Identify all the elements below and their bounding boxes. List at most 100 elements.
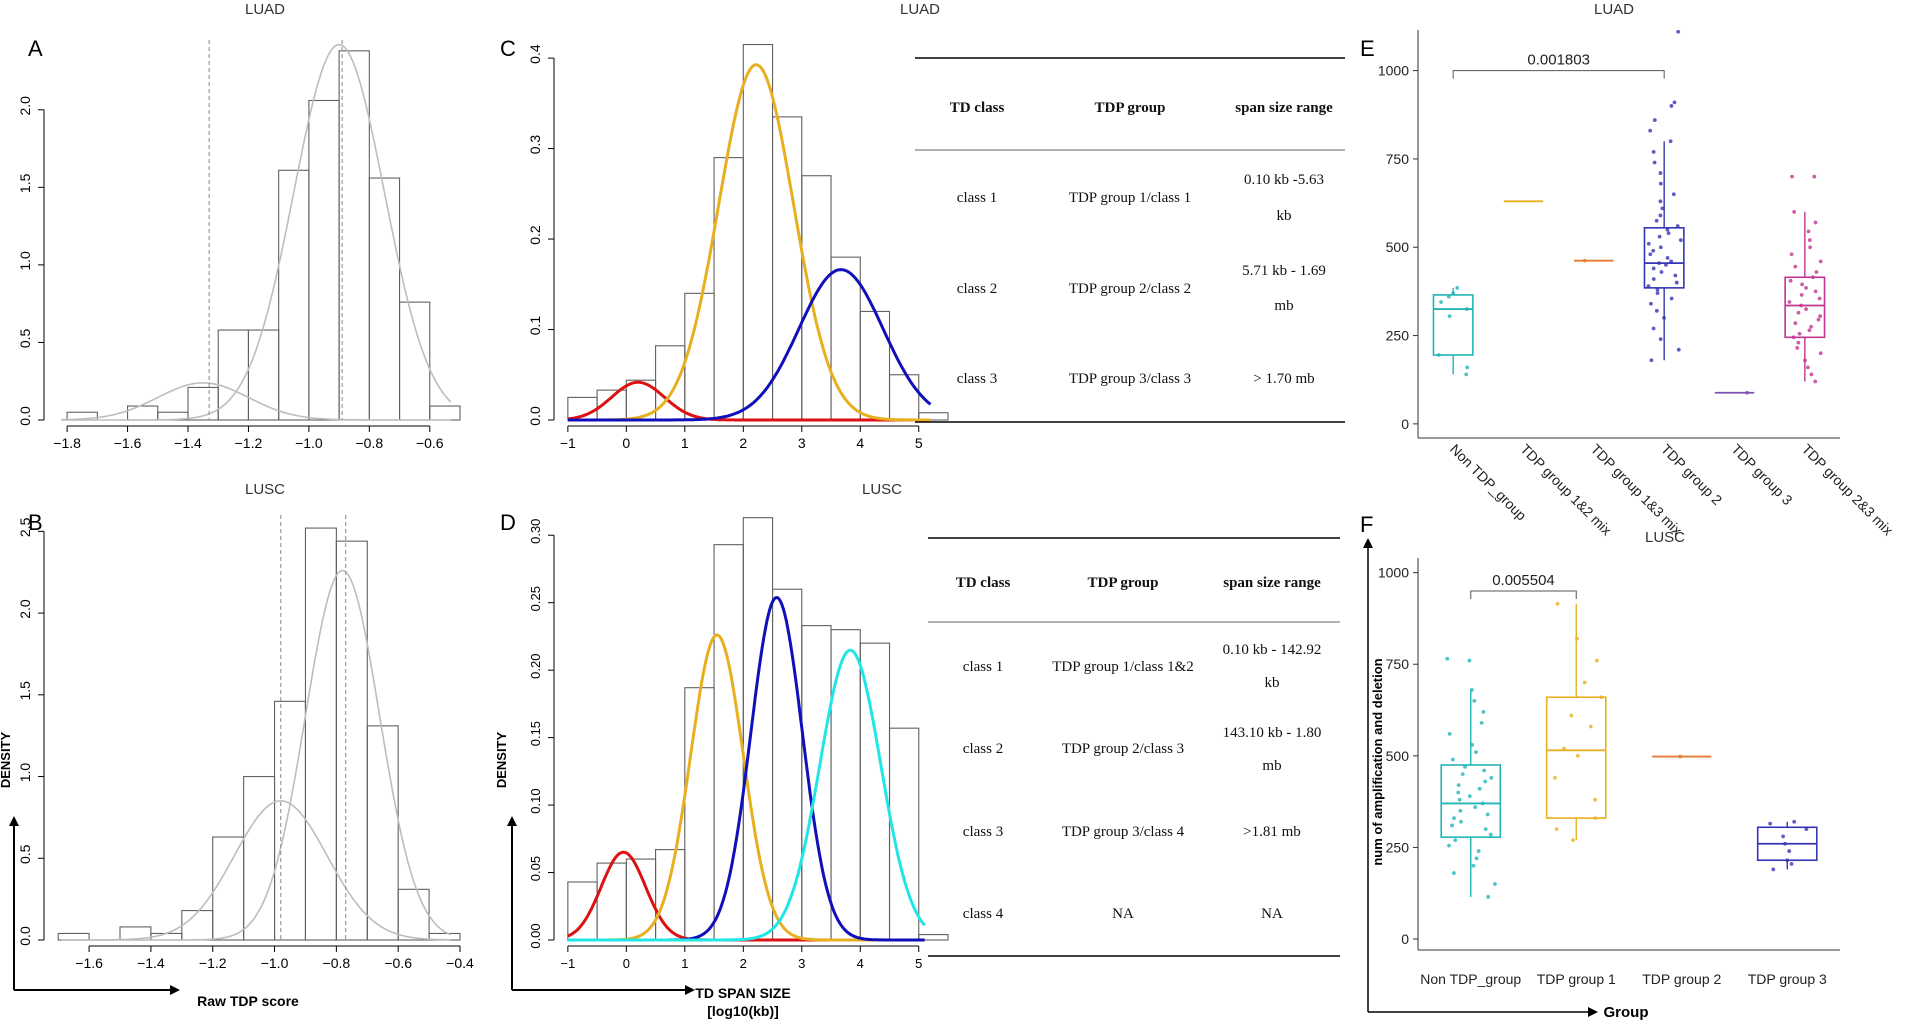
panel-a-y-tick-label-3: 1.5 [17, 173, 33, 193]
panel-f-point-0-0 [1486, 894, 1491, 899]
panel-e-point-3-34 [1658, 181, 1663, 186]
panel-f-point-0-4 [1474, 856, 1479, 861]
panel-e-point-3-11 [1674, 280, 1679, 285]
table-luad-r2-span-b: mb [1274, 298, 1293, 314]
panel-e-point-5-5 [1795, 346, 1800, 350]
panel-f-point-0-33 [1472, 698, 1477, 703]
panel-f-point-3-8 [1792, 819, 1797, 824]
table-lusc: TD class TDP group span size range class… [928, 537, 1340, 957]
panel-e-point-5-1 [1809, 372, 1814, 377]
panel-f-point-0-32 [1481, 709, 1486, 714]
panel-d-bar-3 [655, 849, 686, 941]
panel-d-bar-6 [742, 517, 774, 941]
panel-d-title: LUSC [862, 481, 902, 498]
panel-c-bar-12 [918, 412, 949, 421]
panel-f-point-0-27 [1450, 757, 1455, 762]
panel-e-point-5-31 [1806, 229, 1811, 234]
panel-a-bar-7 [278, 169, 310, 421]
panel-a-curve-1 [61, 43, 452, 421]
table-luad-r3-span-a: > 1.70 mb [1253, 371, 1314, 387]
panel-b-y-tick-label-4: 2.0 [17, 599, 33, 619]
panel-d-x-tick-label-4: 3 [798, 956, 805, 971]
panel-e-y-tick-label-1: 250 [1386, 328, 1410, 344]
panel-c-bar-6 [742, 43, 774, 421]
panel-letter-b: B [28, 510, 43, 535]
panel-f-point-1-7 [1588, 724, 1593, 729]
panel-e-point-3-36 [1652, 160, 1657, 165]
panel-f-point-3-4 [1783, 841, 1787, 846]
panel-a-x-tick-label-3: −1.2 [235, 435, 263, 451]
table-lusc-r2-group: TDP group 2/class 3 [1062, 741, 1184, 757]
panel-e-point-3-41 [1669, 104, 1674, 108]
panel-f-point-0-36 [1445, 656, 1450, 661]
panel-f-point-0-1 [1493, 882, 1497, 886]
table-lusc-header-span: span size range [1223, 575, 1321, 591]
panel-f-point-1-6 [1562, 746, 1566, 751]
panel-e-box-0 [1432, 294, 1474, 356]
panel-e-point-3-35 [1658, 171, 1663, 175]
panel-d-y-tick-label-0: 0.00 [528, 923, 543, 948]
table-luad-r3-class: class 3 [957, 371, 997, 387]
panel-e-y-tick-label-3: 750 [1386, 151, 1410, 167]
panel-a-bar-10 [368, 177, 401, 421]
panel-e-point-3-31 [1660, 206, 1665, 211]
panel-a-x-tick-label-4: −1.0 [295, 435, 323, 451]
panel-e-y-tick-label-2: 500 [1386, 239, 1410, 255]
panel-f-point-3-2 [1785, 858, 1790, 863]
panel-d-x-tick-label-6: 5 [915, 956, 922, 971]
panel-f-point-0-12 [1452, 816, 1456, 821]
panel-e-plot-area [1418, 30, 1840, 438]
panel-e-point-5-23 [1788, 278, 1793, 283]
panel-e-point-5-19 [1799, 293, 1804, 297]
panel-e-point-5-4 [1818, 351, 1823, 356]
panel-f-point-0-35 [1467, 658, 1472, 663]
panel-e-point-3-39 [1648, 128, 1653, 133]
panel-e-point-3-7 [1669, 296, 1674, 301]
panel-b-y-tick-label-2: 1.0 [17, 763, 33, 783]
panel-e-point-0-6 [1446, 294, 1451, 299]
panel-f-point-0-9 [1483, 827, 1488, 832]
panel-e-point-3-18 [1669, 259, 1674, 264]
table-lusc-r2-class: class 2 [963, 741, 1003, 757]
panel-d-y-tick-label-5: 0.25 [528, 586, 543, 611]
panel-letter-e: E [1360, 36, 1375, 61]
panel-e-point-3-22 [1658, 245, 1663, 250]
panel-c-x-tick-label-5: 4 [856, 435, 864, 451]
panel-f-category-label-1: TDP group 1 [1537, 971, 1616, 987]
panel-f-category-label-0: Non TDP_group [1420, 971, 1521, 987]
panel-a-x-tick-label-1: −1.6 [114, 435, 142, 451]
table-lusc-r4-class: class 4 [963, 906, 1004, 922]
panel-b-bar-8 [304, 527, 337, 941]
panel-f-point-2-0 [1678, 754, 1683, 759]
panel-e-point-5-15 [1804, 307, 1808, 311]
panel-f-point-0-6 [1447, 843, 1451, 848]
panel-f-point-0-20 [1477, 786, 1482, 791]
panel-b-x-tick-label-5: −0.6 [384, 955, 412, 971]
panel-e-point-3-23 [1646, 241, 1651, 246]
panel-e-point-3-15 [1651, 266, 1656, 271]
f-xlabel: Group [1604, 1004, 1649, 1021]
panel-e-point-5-24 [1811, 275, 1815, 280]
panel-f-point-0-19 [1456, 790, 1461, 795]
panel-d-y-tick-label-4: 0.20 [528, 654, 543, 679]
table-luad-r2-group: TDP group 2/class 2 [1069, 281, 1191, 297]
panel-e-point-3-10 [1646, 284, 1651, 289]
panel-f-y-tick-label-2: 500 [1386, 748, 1410, 764]
panel-f-point-0-14 [1458, 808, 1463, 813]
panel-e-box-5 [1784, 276, 1826, 339]
panel-e-point-3-30 [1658, 213, 1663, 218]
panel-f-point-0-26 [1463, 764, 1467, 769]
table-lusc-r4-span-a: NA [1261, 906, 1283, 922]
panel-d-y-tick-label-1: 0.05 [528, 856, 543, 881]
panel-f-point-0-18 [1467, 794, 1472, 799]
table-luad-r2-span-a: 5.71 kb - 1.69 [1242, 263, 1326, 279]
table-lusc-r2-span-a: 143.10 kb - 1.80 [1223, 725, 1322, 741]
panel-f-point-1-10 [1582, 680, 1587, 685]
panel-f-y-tick-label-1: 250 [1386, 839, 1410, 855]
table-lusc-r1-class: class 1 [963, 659, 1003, 675]
panel-e-point-5-2 [1805, 365, 1810, 370]
panel-e-point-3-8 [1655, 291, 1660, 296]
panel-c-histogram: −1 0 1 2 3 4 5 0.0 0.1 0.2 0.3 0.4 [527, 43, 949, 451]
panel-f-point-1-2 [1593, 816, 1598, 821]
panel-b-bar-4 [181, 910, 214, 941]
